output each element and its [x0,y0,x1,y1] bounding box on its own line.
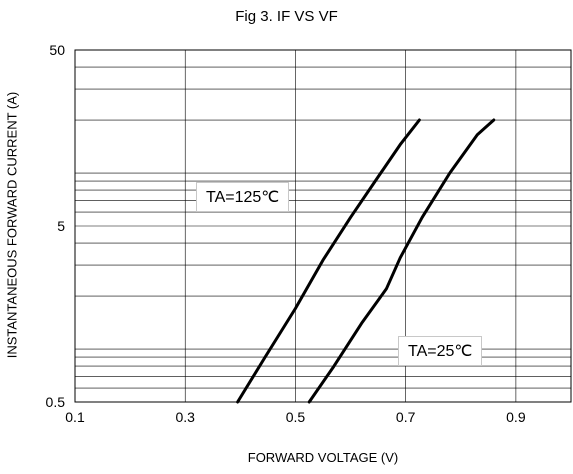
x-tick-label-2: 0.5 [286,409,306,425]
chart-title: Fig 3. IF VS VF [235,8,338,25]
y-tick-label-1: 5 [57,218,65,234]
y-tick-label-0: 0.5 [46,394,66,410]
x-tick-label-1: 0.3 [175,409,195,425]
series-line-0 [236,118,421,404]
x-tick-label-4: 0.9 [506,409,526,425]
x-tick-label-3: 0.7 [396,409,416,425]
series-label-ta-125: TA=125℃ [196,182,290,212]
grid-lines [74,50,571,402]
y-axis-label: INSTANTANEOUS FORWARD CURRENT (A) [4,91,20,359]
x-axis-label: FORWARD VOLTAGE (V) [247,450,399,465]
series-label-ta-25: TA=25℃ [398,336,483,366]
x-tick-label-0: 0.1 [65,409,85,425]
plot-frame [74,49,572,403]
tick-labels: 0.1 0.3 0.5 0.7 0.9 0.5 5 50 [46,42,526,425]
series-line-1 [307,118,496,404]
y-tick-label-2: 50 [49,42,65,58]
series-lines [236,118,496,404]
